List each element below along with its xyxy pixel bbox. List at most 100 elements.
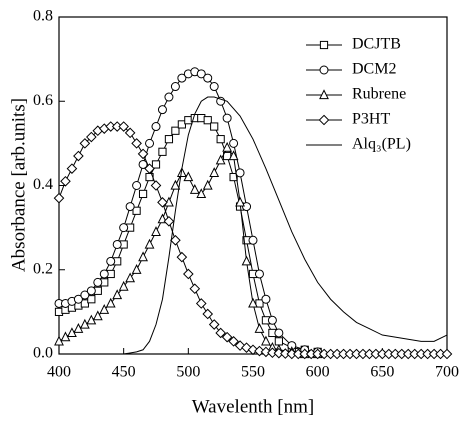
marker <box>228 336 239 347</box>
marker <box>195 298 207 309</box>
marker <box>209 167 220 177</box>
marker <box>441 348 453 360</box>
y-tick-label: 0.0 <box>33 345 53 362</box>
marker <box>163 215 175 227</box>
marker <box>216 135 225 144</box>
marker <box>267 347 278 359</box>
marker <box>171 126 180 135</box>
marker <box>221 331 233 343</box>
marker <box>228 150 239 161</box>
marker <box>86 286 96 296</box>
marker <box>208 319 220 330</box>
y-tick-label: 0.8 <box>33 8 53 25</box>
marker <box>319 89 329 100</box>
marker <box>73 150 84 162</box>
marker <box>151 160 161 169</box>
marker <box>177 73 187 83</box>
marker <box>183 268 194 280</box>
marker <box>176 251 188 263</box>
legend-label: DCM2 <box>352 61 396 78</box>
marker <box>60 175 71 187</box>
marker <box>157 197 168 208</box>
x-tick-label: 450 <box>112 364 136 381</box>
marker <box>144 163 155 174</box>
marker <box>170 179 181 190</box>
marker <box>73 294 83 304</box>
series-line <box>59 71 318 353</box>
marker <box>280 348 291 359</box>
marker <box>118 121 129 132</box>
marker <box>248 297 258 308</box>
marker <box>254 323 265 333</box>
marker <box>87 295 96 304</box>
marker <box>99 269 109 279</box>
marker <box>242 202 252 212</box>
y-tick-label: 0.4 <box>33 176 53 193</box>
marker <box>112 239 122 249</box>
marker <box>150 180 162 191</box>
marker <box>202 308 214 320</box>
legend-label: DCJTB <box>352 36 401 53</box>
marker <box>112 289 123 300</box>
marker <box>203 73 213 83</box>
legend-label: Alq₃(PL) <box>352 136 411 153</box>
marker <box>183 171 194 182</box>
marker <box>132 206 141 215</box>
marker <box>131 138 142 149</box>
marker <box>274 337 283 346</box>
marker <box>235 168 245 178</box>
marker <box>157 105 167 115</box>
y-tick-label: 0.6 <box>33 92 53 109</box>
marker <box>267 315 277 325</box>
marker <box>254 269 264 279</box>
x-tick-label: 650 <box>370 364 394 381</box>
marker <box>164 92 174 102</box>
marker <box>132 181 142 190</box>
marker <box>215 327 226 339</box>
marker <box>125 202 135 212</box>
marker <box>254 345 265 357</box>
marker <box>177 120 186 129</box>
marker <box>216 96 226 106</box>
marker <box>92 310 103 321</box>
marker <box>261 294 271 304</box>
marker <box>138 159 148 169</box>
marker <box>106 256 116 266</box>
marker <box>176 167 187 177</box>
marker <box>235 196 245 207</box>
marker <box>124 127 136 139</box>
marker <box>318 114 330 126</box>
x-axis-label: Wavelenth [nm] <box>192 396 314 417</box>
marker <box>196 188 207 199</box>
marker <box>164 135 174 144</box>
x-tick-label: 600 <box>306 364 330 381</box>
marker <box>189 283 201 295</box>
marker <box>79 138 91 149</box>
legend-label: P3HT <box>352 111 390 128</box>
x-tick-label: 700 <box>435 364 459 381</box>
marker <box>222 113 232 123</box>
marker <box>99 304 110 314</box>
marker <box>145 138 155 148</box>
marker <box>151 226 161 236</box>
marker <box>80 290 90 300</box>
marker <box>203 116 212 125</box>
marker <box>319 40 329 50</box>
marker <box>170 234 181 246</box>
marker <box>248 235 258 245</box>
marker <box>247 344 259 356</box>
marker <box>196 69 206 79</box>
marker <box>170 82 180 92</box>
marker <box>223 151 232 161</box>
marker <box>189 183 200 194</box>
marker <box>118 280 129 291</box>
marker <box>119 223 129 233</box>
x-tick-label: 550 <box>241 364 265 381</box>
marker <box>319 65 329 75</box>
marker <box>80 299 89 308</box>
x-tick-label: 400 <box>47 364 71 381</box>
marker <box>66 163 78 174</box>
marker <box>274 328 284 338</box>
marker <box>131 264 142 274</box>
